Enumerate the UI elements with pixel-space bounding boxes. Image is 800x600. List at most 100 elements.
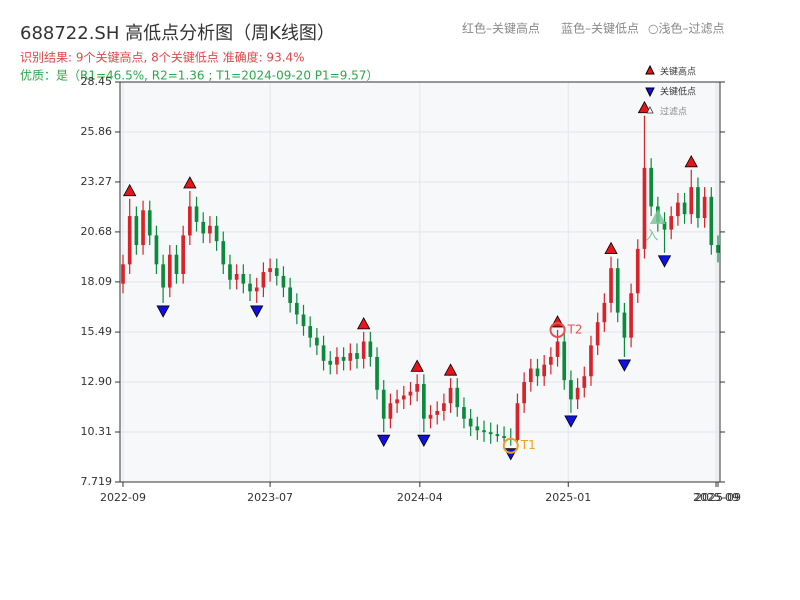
candle-body xyxy=(201,221,206,234)
chart-title: 688722.SH 高低点分析图（周K线图） xyxy=(20,23,335,44)
candle-body xyxy=(689,187,694,215)
candle-body xyxy=(315,337,319,346)
candle-body xyxy=(355,353,359,359)
candle-body xyxy=(134,216,139,246)
y-tick-label: 20.68 xyxy=(81,225,113,238)
subtitle: 识别结果: 9个关键高点, 8个关键低点 准确度: 93.4% xyxy=(20,50,305,65)
key-low-marker xyxy=(250,305,264,318)
candle-body xyxy=(468,418,473,427)
key-low-marker xyxy=(617,359,632,372)
candle-body xyxy=(241,273,246,284)
legend-label: 关键低点 xyxy=(660,86,696,98)
candle-body xyxy=(575,387,580,400)
candle-body xyxy=(582,376,587,388)
x-tick-label: 2022-09 xyxy=(100,491,146,504)
entry-marker xyxy=(649,209,666,225)
candle-body xyxy=(261,272,266,288)
candle-body xyxy=(642,167,647,249)
candle-body xyxy=(602,302,607,323)
candle-body xyxy=(475,426,480,431)
candle-body xyxy=(268,268,272,273)
x-tick-label: 2023-07 xyxy=(247,491,293,504)
legend: 关键高点 关键低点 过滤点 xyxy=(645,64,696,118)
candle-body xyxy=(381,389,386,419)
key-high-marker xyxy=(443,363,458,376)
candle-body xyxy=(595,322,600,346)
candle-body xyxy=(435,410,440,415)
candle-body xyxy=(455,387,460,408)
y-tick-label: 10.31 xyxy=(81,425,113,438)
candle-body xyxy=(174,254,179,274)
candle-body xyxy=(254,287,259,292)
candle-body xyxy=(161,264,165,288)
candle-body xyxy=(248,283,252,292)
candle-body xyxy=(127,216,132,265)
candle-body xyxy=(428,414,433,419)
key-high-marker xyxy=(637,100,652,114)
x-tick-label: 2025-09 xyxy=(693,491,739,504)
candle-body xyxy=(682,202,687,215)
top-legend: 红色–关键高点 xyxy=(462,21,540,36)
key-high-marker xyxy=(604,241,618,255)
candle-body xyxy=(555,341,560,357)
candle-body xyxy=(662,221,667,230)
candle-body xyxy=(328,360,333,365)
legend-high-icon xyxy=(645,64,655,75)
y-tick-label: 18.09 xyxy=(81,275,113,288)
legend-label: 关键高点 xyxy=(660,66,696,78)
candle-body xyxy=(569,380,573,400)
candle-body xyxy=(294,302,299,315)
candle-body xyxy=(147,210,152,236)
candle-body xyxy=(676,202,680,217)
candle-body xyxy=(308,326,313,338)
candle-body xyxy=(448,387,453,404)
key-high-marker xyxy=(684,154,698,168)
top-legend: 蓝色–关键低点 xyxy=(561,22,639,36)
candle-body xyxy=(194,206,199,222)
legend-low-icon xyxy=(645,87,655,98)
candle-body xyxy=(669,216,674,230)
candle-body xyxy=(696,187,700,219)
candle-body xyxy=(221,241,226,265)
key-low-marker xyxy=(417,434,431,448)
candle-body xyxy=(188,206,192,236)
candle-body xyxy=(368,341,373,357)
candle-body xyxy=(154,235,159,265)
candle-body xyxy=(341,356,346,361)
y-tick-label: 15.49 xyxy=(81,325,113,338)
candle-body xyxy=(388,403,393,419)
candle-body xyxy=(181,235,186,274)
candle-body xyxy=(629,293,633,338)
candle-body xyxy=(375,356,379,390)
target-circle xyxy=(549,321,566,338)
candle-body xyxy=(301,314,306,327)
candle-body xyxy=(442,403,446,411)
candle-body xyxy=(288,287,292,303)
target-label: T2 xyxy=(567,322,583,336)
candle-body xyxy=(495,434,500,437)
candle-body xyxy=(702,196,707,219)
candle-body xyxy=(549,356,553,365)
candle-body xyxy=(274,268,279,276)
candle-body xyxy=(589,345,593,377)
candle-body xyxy=(716,245,720,253)
candle-body xyxy=(348,353,353,361)
candle-body xyxy=(361,341,366,359)
key-low-marker xyxy=(564,415,578,428)
candle-body xyxy=(395,399,399,404)
key-high-marker xyxy=(410,359,424,372)
key-high-marker xyxy=(183,176,197,189)
candle-body xyxy=(281,275,286,288)
x-tick-label: 2024-04 xyxy=(397,491,443,504)
key-high-marker xyxy=(123,183,137,197)
candle-body xyxy=(535,368,540,377)
candle-body xyxy=(401,395,406,400)
candle-body xyxy=(635,248,640,294)
candle-body xyxy=(562,341,567,381)
entry-label: 入 xyxy=(645,229,658,244)
candle-body xyxy=(321,345,326,361)
x-tick-label: 2025-01 xyxy=(545,491,591,504)
candle-body xyxy=(609,268,613,303)
legend-filtered-icon xyxy=(646,106,654,114)
key-low-marker xyxy=(657,255,672,268)
